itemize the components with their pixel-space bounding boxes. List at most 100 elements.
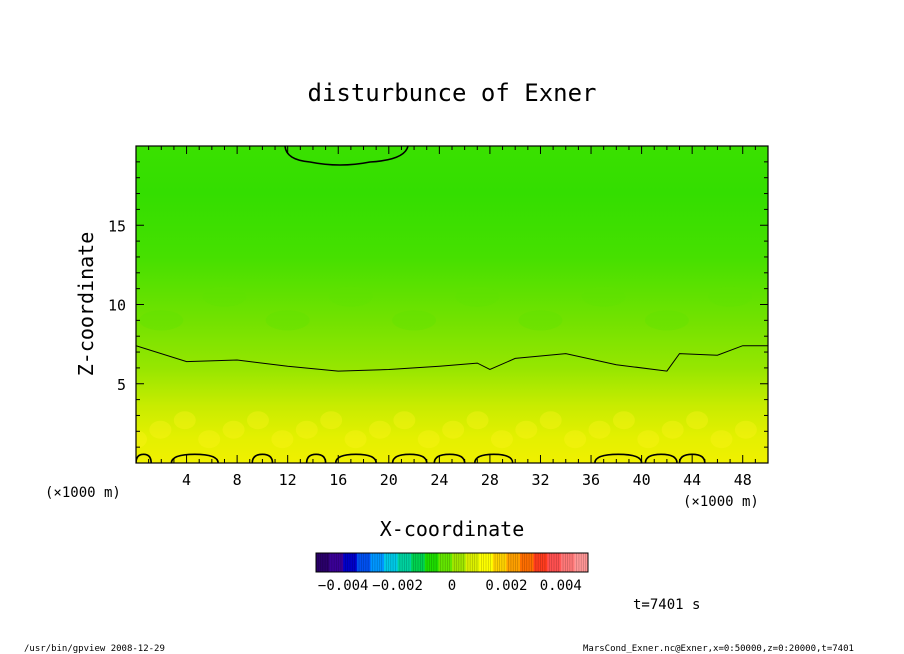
y-tick-label: 10 [108, 297, 126, 315]
contour-dome [334, 453, 377, 463]
colorbar-segment [560, 553, 575, 572]
field-blob [564, 430, 587, 449]
colorbar-segment [452, 553, 466, 572]
field-blob [246, 411, 269, 430]
x-tick-label: 28 [481, 471, 499, 489]
contour-dome [136, 453, 152, 463]
field-blob [686, 411, 709, 430]
field-blob [265, 310, 310, 331]
x-tick-label: 24 [430, 471, 448, 489]
colorbar-tick-label: 0.004 [540, 578, 582, 594]
contour-dome [433, 453, 466, 463]
field-blob [515, 420, 538, 439]
field-blob [644, 310, 689, 331]
colorbar-segment [547, 553, 562, 572]
colorbar-tick-label: 0.002 [485, 578, 527, 594]
contour-dome [170, 453, 219, 463]
y-tick-label: 5 [117, 376, 126, 394]
field-blob [173, 411, 196, 430]
colorbar-tick-label: 0 [448, 578, 456, 594]
colorbar-segment [479, 553, 494, 572]
field-blob [455, 286, 500, 307]
x-axis-label: X-coordinate [380, 517, 525, 541]
contour-dome [644, 453, 678, 463]
colorbar-segment [438, 553, 453, 572]
field-blob [344, 430, 367, 449]
contour-dome [473, 453, 514, 463]
time-label: t=7401 s [633, 597, 700, 613]
x-tick-label: 40 [633, 471, 651, 489]
x-tick-label: 20 [380, 471, 398, 489]
contour-dome [305, 453, 327, 463]
x-tick-label: 16 [329, 471, 347, 489]
colorbar-segment [316, 553, 330, 572]
colorbar-segment [343, 553, 358, 572]
colorbar-segment [384, 553, 398, 572]
field-blob [392, 310, 437, 331]
x-tick-label: 48 [734, 471, 752, 489]
x-unit-left: (×1000 m) [45, 485, 121, 501]
colorbar-segment [492, 553, 507, 572]
axis-ticks [136, 146, 768, 463]
x-tick-label: 44 [683, 471, 701, 489]
colorbar-segment [574, 553, 589, 572]
field-blob [490, 430, 513, 449]
colorbar-segment [533, 553, 548, 572]
field-blob [710, 430, 733, 449]
field-blob [222, 420, 245, 439]
contour-bottom-domes [136, 453, 706, 463]
field-blob [518, 310, 563, 331]
colorbar-segment [424, 553, 439, 572]
x-tick-label: 32 [531, 471, 549, 489]
colorbar-segment [411, 553, 426, 572]
field-blob [637, 430, 660, 449]
x-tick-label: 4 [182, 471, 191, 489]
colorbar-segment [520, 553, 534, 572]
colorbar-segment [506, 553, 521, 572]
field-blob [393, 411, 416, 430]
colorbar-segment [465, 553, 480, 572]
field-blobs [136, 286, 757, 449]
x-tick-label: 8 [233, 471, 242, 489]
field-blob [368, 420, 391, 439]
field-blob [198, 430, 221, 449]
field-blob [136, 430, 147, 449]
field-blob [661, 420, 684, 439]
field-blob [271, 430, 294, 449]
colorbar-segment [329, 553, 344, 572]
footer-left: /usr/bin/gpview 2008-12-29 [24, 644, 165, 654]
colorbar-tick-label: −0.004 [318, 578, 369, 594]
contour-dome [594, 453, 643, 463]
field-blob [295, 420, 318, 439]
colorbar-segment [397, 553, 412, 572]
field-blob [139, 310, 184, 331]
field-blob [442, 420, 465, 439]
y-tick-label: 15 [108, 217, 126, 235]
y-axis-label: Z-coordinate [74, 232, 98, 377]
colorbar-tick-labels: −0.004 −0.002 0 0.002 0.004 [318, 578, 582, 594]
field-blob [320, 411, 343, 430]
chart-title: disturbunce of Exner [308, 79, 597, 107]
field-blob [202, 286, 247, 307]
field-blob [417, 430, 440, 449]
field-blob [581, 286, 626, 307]
field-blob [588, 420, 611, 439]
colorbar-segment [356, 553, 371, 572]
colorbar [316, 553, 589, 572]
contour-dome [678, 453, 706, 463]
field-blob [708, 286, 753, 307]
colorbar-tick-label: −0.002 [372, 578, 423, 594]
contour-top-dome [284, 146, 409, 166]
footer-right: MarsCond_Exner.nc@Exner,x=0:50000,z=0:20… [583, 644, 854, 654]
contour-dome [391, 453, 428, 463]
field-background [136, 146, 768, 463]
colorbar-frame [315, 552, 589, 573]
field-blob [328, 286, 373, 307]
x-tick-label: 12 [279, 471, 297, 489]
colorbar-segment [370, 553, 385, 572]
field-blob [149, 420, 172, 439]
contour-dome [251, 453, 274, 463]
contour-line-zero [136, 345, 768, 372]
